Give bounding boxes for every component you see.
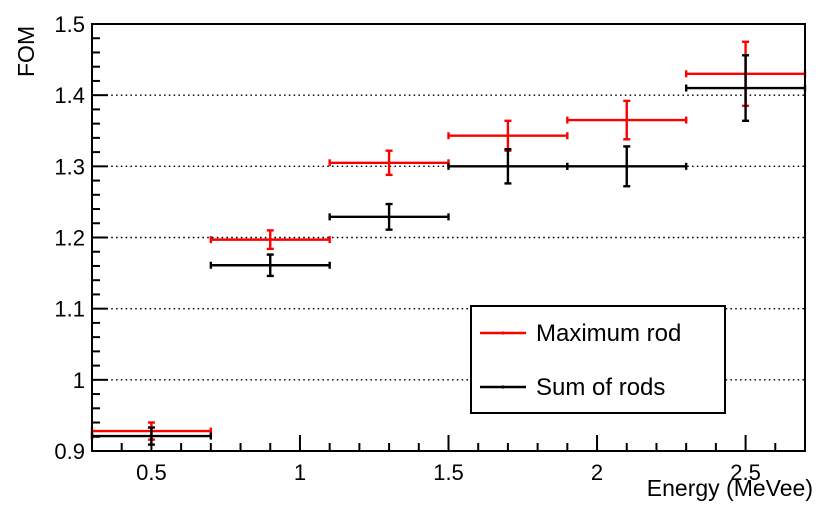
data-series-layer bbox=[90, 40, 807, 446]
data-point bbox=[447, 119, 569, 152]
x-tick-label: 1.5 bbox=[433, 460, 464, 485]
y-tick-label: 1.1 bbox=[54, 297, 85, 322]
data-marker bbox=[268, 238, 272, 242]
data-point bbox=[447, 148, 569, 185]
data-point bbox=[566, 145, 688, 188]
data-point bbox=[684, 54, 807, 122]
y-tick-label: 1.3 bbox=[54, 154, 85, 179]
data-marker bbox=[387, 215, 391, 219]
legend-label-sum-of-rods: Sum of rods bbox=[536, 374, 665, 401]
legend-entry-sum-of-rods: Sum of rods bbox=[480, 374, 665, 401]
data-marker bbox=[625, 118, 629, 122]
data-point bbox=[209, 253, 331, 278]
x-tick-label: 2 bbox=[591, 460, 603, 485]
data-point bbox=[328, 202, 450, 231]
y-tick-label: 1.4 bbox=[54, 83, 85, 108]
legend-sample-marker-red bbox=[501, 331, 505, 335]
axis-ticks-layer: 0.5 1 1.5 2 2.5 0.9 1 1.1 1.2 1.3 1.4 1.5 bbox=[54, 12, 777, 485]
x-tick-label: 1 bbox=[294, 460, 306, 485]
data-marker bbox=[268, 263, 272, 267]
legend-label-maximum-rod: Maximum rod bbox=[536, 320, 681, 347]
data-marker bbox=[506, 134, 510, 138]
x-tick-label: 2.5 bbox=[730, 460, 761, 485]
y-tick-label: 0.9 bbox=[54, 439, 85, 464]
data-point bbox=[209, 229, 331, 251]
series-sum-of-rods bbox=[90, 54, 807, 446]
plot-frame bbox=[91, 23, 806, 452]
data-point bbox=[328, 149, 450, 177]
y-tick-label: 1 bbox=[73, 368, 85, 393]
legend-box bbox=[470, 305, 726, 414]
y-tick-label: 1.2 bbox=[54, 226, 85, 251]
data-marker bbox=[744, 86, 748, 90]
data-marker bbox=[387, 161, 391, 165]
x-tick-label: 0.5 bbox=[136, 460, 167, 485]
data-point bbox=[566, 99, 688, 141]
x-axis-title: Energy (MeVee) bbox=[647, 475, 813, 501]
y-axis-title: FOM bbox=[13, 26, 39, 77]
data-marker bbox=[625, 164, 629, 168]
legend-sample-marker-black bbox=[501, 385, 505, 389]
legend: Maximum rod Sum of rods bbox=[470, 305, 726, 414]
y-tick-label: 1.5 bbox=[54, 12, 85, 37]
legend-entry-maximum-rod: Maximum rod bbox=[480, 320, 681, 347]
data-marker bbox=[506, 164, 510, 168]
